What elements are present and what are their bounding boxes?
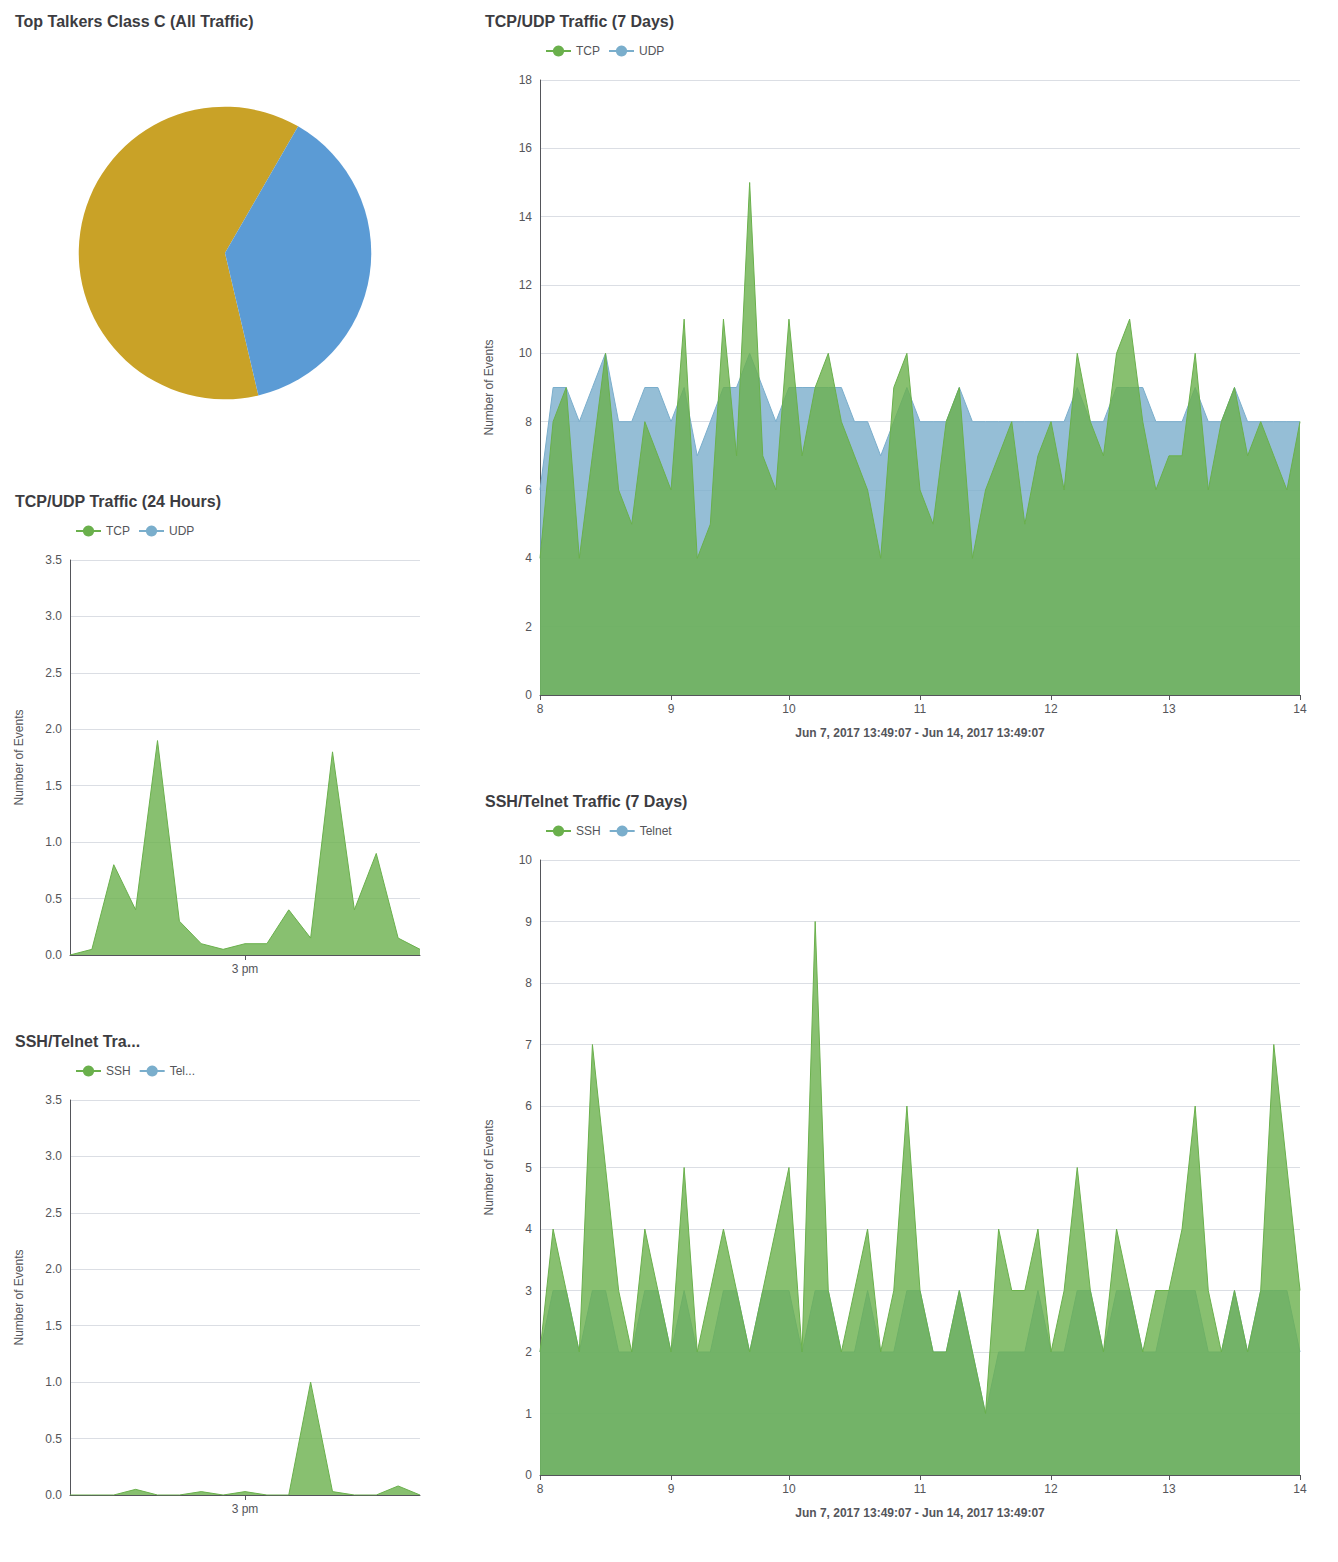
svg-text:SSH/Telnet Tra...: SSH/Telnet Tra... xyxy=(15,1033,140,1050)
svg-text:2.0: 2.0 xyxy=(45,1262,62,1276)
svg-text:SSH/Telnet Traffic (7 Days): SSH/Telnet Traffic (7 Days) xyxy=(485,793,687,810)
svg-text:0.0: 0.0 xyxy=(45,948,62,962)
svg-text:12: 12 xyxy=(1044,1482,1058,1496)
svg-text:5: 5 xyxy=(525,1161,532,1175)
svg-text:7: 7 xyxy=(525,1038,532,1052)
svg-text:Jun 7, 2017 13:49:07 - Jun 14,: Jun 7, 2017 13:49:07 - Jun 14, 2017 13:4… xyxy=(795,726,1045,740)
svg-text:12: 12 xyxy=(519,278,533,292)
svg-text:10: 10 xyxy=(782,1482,796,1496)
svg-text:3 pm: 3 pm xyxy=(232,1502,259,1516)
svg-text:9: 9 xyxy=(668,1482,675,1496)
svg-text:1.5: 1.5 xyxy=(45,779,62,793)
svg-text:TCP/UDP Traffic (24 Hours): TCP/UDP Traffic (24 Hours) xyxy=(15,493,221,510)
svg-text:12: 12 xyxy=(1044,702,1058,716)
svg-text:1.0: 1.0 xyxy=(45,835,62,849)
svg-text:4: 4 xyxy=(525,551,532,565)
svg-text:8: 8 xyxy=(525,415,532,429)
svg-text:1.5: 1.5 xyxy=(45,1319,62,1333)
svg-text:9: 9 xyxy=(668,702,675,716)
svg-text:3.5: 3.5 xyxy=(45,1093,62,1107)
svg-text:11: 11 xyxy=(914,1482,927,1496)
svg-text:8: 8 xyxy=(525,976,532,990)
svg-text:2: 2 xyxy=(525,1345,532,1359)
svg-text:Number of Events: Number of Events xyxy=(482,339,496,435)
svg-text:0: 0 xyxy=(525,688,532,702)
svg-text:10: 10 xyxy=(782,702,796,716)
svg-text:3 pm: 3 pm xyxy=(232,962,259,976)
svg-text:TCP: TCP xyxy=(106,524,130,538)
svg-text:14: 14 xyxy=(1293,702,1307,716)
svg-text:1: 1 xyxy=(525,1407,532,1421)
svg-text:3.5: 3.5 xyxy=(45,553,62,567)
svg-text:Number of Events: Number of Events xyxy=(12,709,26,805)
svg-text:Jun 7, 2017 13:49:07 - Jun 14,: Jun 7, 2017 13:49:07 - Jun 14, 2017 13:4… xyxy=(795,1506,1045,1520)
svg-text:16: 16 xyxy=(519,141,533,155)
svg-text:6: 6 xyxy=(525,483,532,497)
svg-text:TCP/UDP Traffic (7 Days): TCP/UDP Traffic (7 Days) xyxy=(485,13,674,30)
svg-text:Tel...: Tel... xyxy=(170,1064,195,1078)
svg-text:4: 4 xyxy=(525,1222,532,1236)
svg-text:0.0: 0.0 xyxy=(45,1488,62,1502)
svg-text:0.5: 0.5 xyxy=(45,892,62,906)
svg-text:Number of Events: Number of Events xyxy=(482,1119,496,1215)
svg-text:1.0: 1.0 xyxy=(45,1375,62,1389)
svg-text:Telnet: Telnet xyxy=(640,824,673,838)
svg-text:3.0: 3.0 xyxy=(45,1149,62,1163)
svg-text:14: 14 xyxy=(1293,1482,1307,1496)
svg-text:2.5: 2.5 xyxy=(45,666,62,680)
svg-text:UDP: UDP xyxy=(639,44,664,58)
svg-text:2.5: 2.5 xyxy=(45,1206,62,1220)
svg-text:13: 13 xyxy=(1162,1482,1176,1496)
svg-text:SSH: SSH xyxy=(106,1064,131,1078)
svg-text:6: 6 xyxy=(525,1099,532,1113)
svg-text:18: 18 xyxy=(519,73,533,87)
svg-text:SSH: SSH xyxy=(576,824,601,838)
svg-text:TCP: TCP xyxy=(576,44,600,58)
svg-text:Number of Events: Number of Events xyxy=(12,1249,26,1345)
svg-text:2.0: 2.0 xyxy=(45,722,62,736)
svg-text:3: 3 xyxy=(525,1284,532,1298)
svg-text:0: 0 xyxy=(525,1468,532,1482)
svg-text:2: 2 xyxy=(525,620,532,634)
svg-text:10: 10 xyxy=(519,346,533,360)
svg-text:3.0: 3.0 xyxy=(45,609,62,623)
svg-text:14: 14 xyxy=(519,210,533,224)
svg-text:11: 11 xyxy=(914,702,927,716)
svg-text:0.5: 0.5 xyxy=(45,1432,62,1446)
svg-text:13: 13 xyxy=(1162,702,1176,716)
svg-text:8: 8 xyxy=(537,702,544,716)
svg-text:10: 10 xyxy=(519,853,533,867)
svg-text:8: 8 xyxy=(537,1482,544,1496)
svg-text:9: 9 xyxy=(525,915,532,929)
svg-text:UDP: UDP xyxy=(169,524,194,538)
svg-text:Top Talkers Class C (All Traff: Top Talkers Class C (All Traffic) xyxy=(15,13,254,30)
